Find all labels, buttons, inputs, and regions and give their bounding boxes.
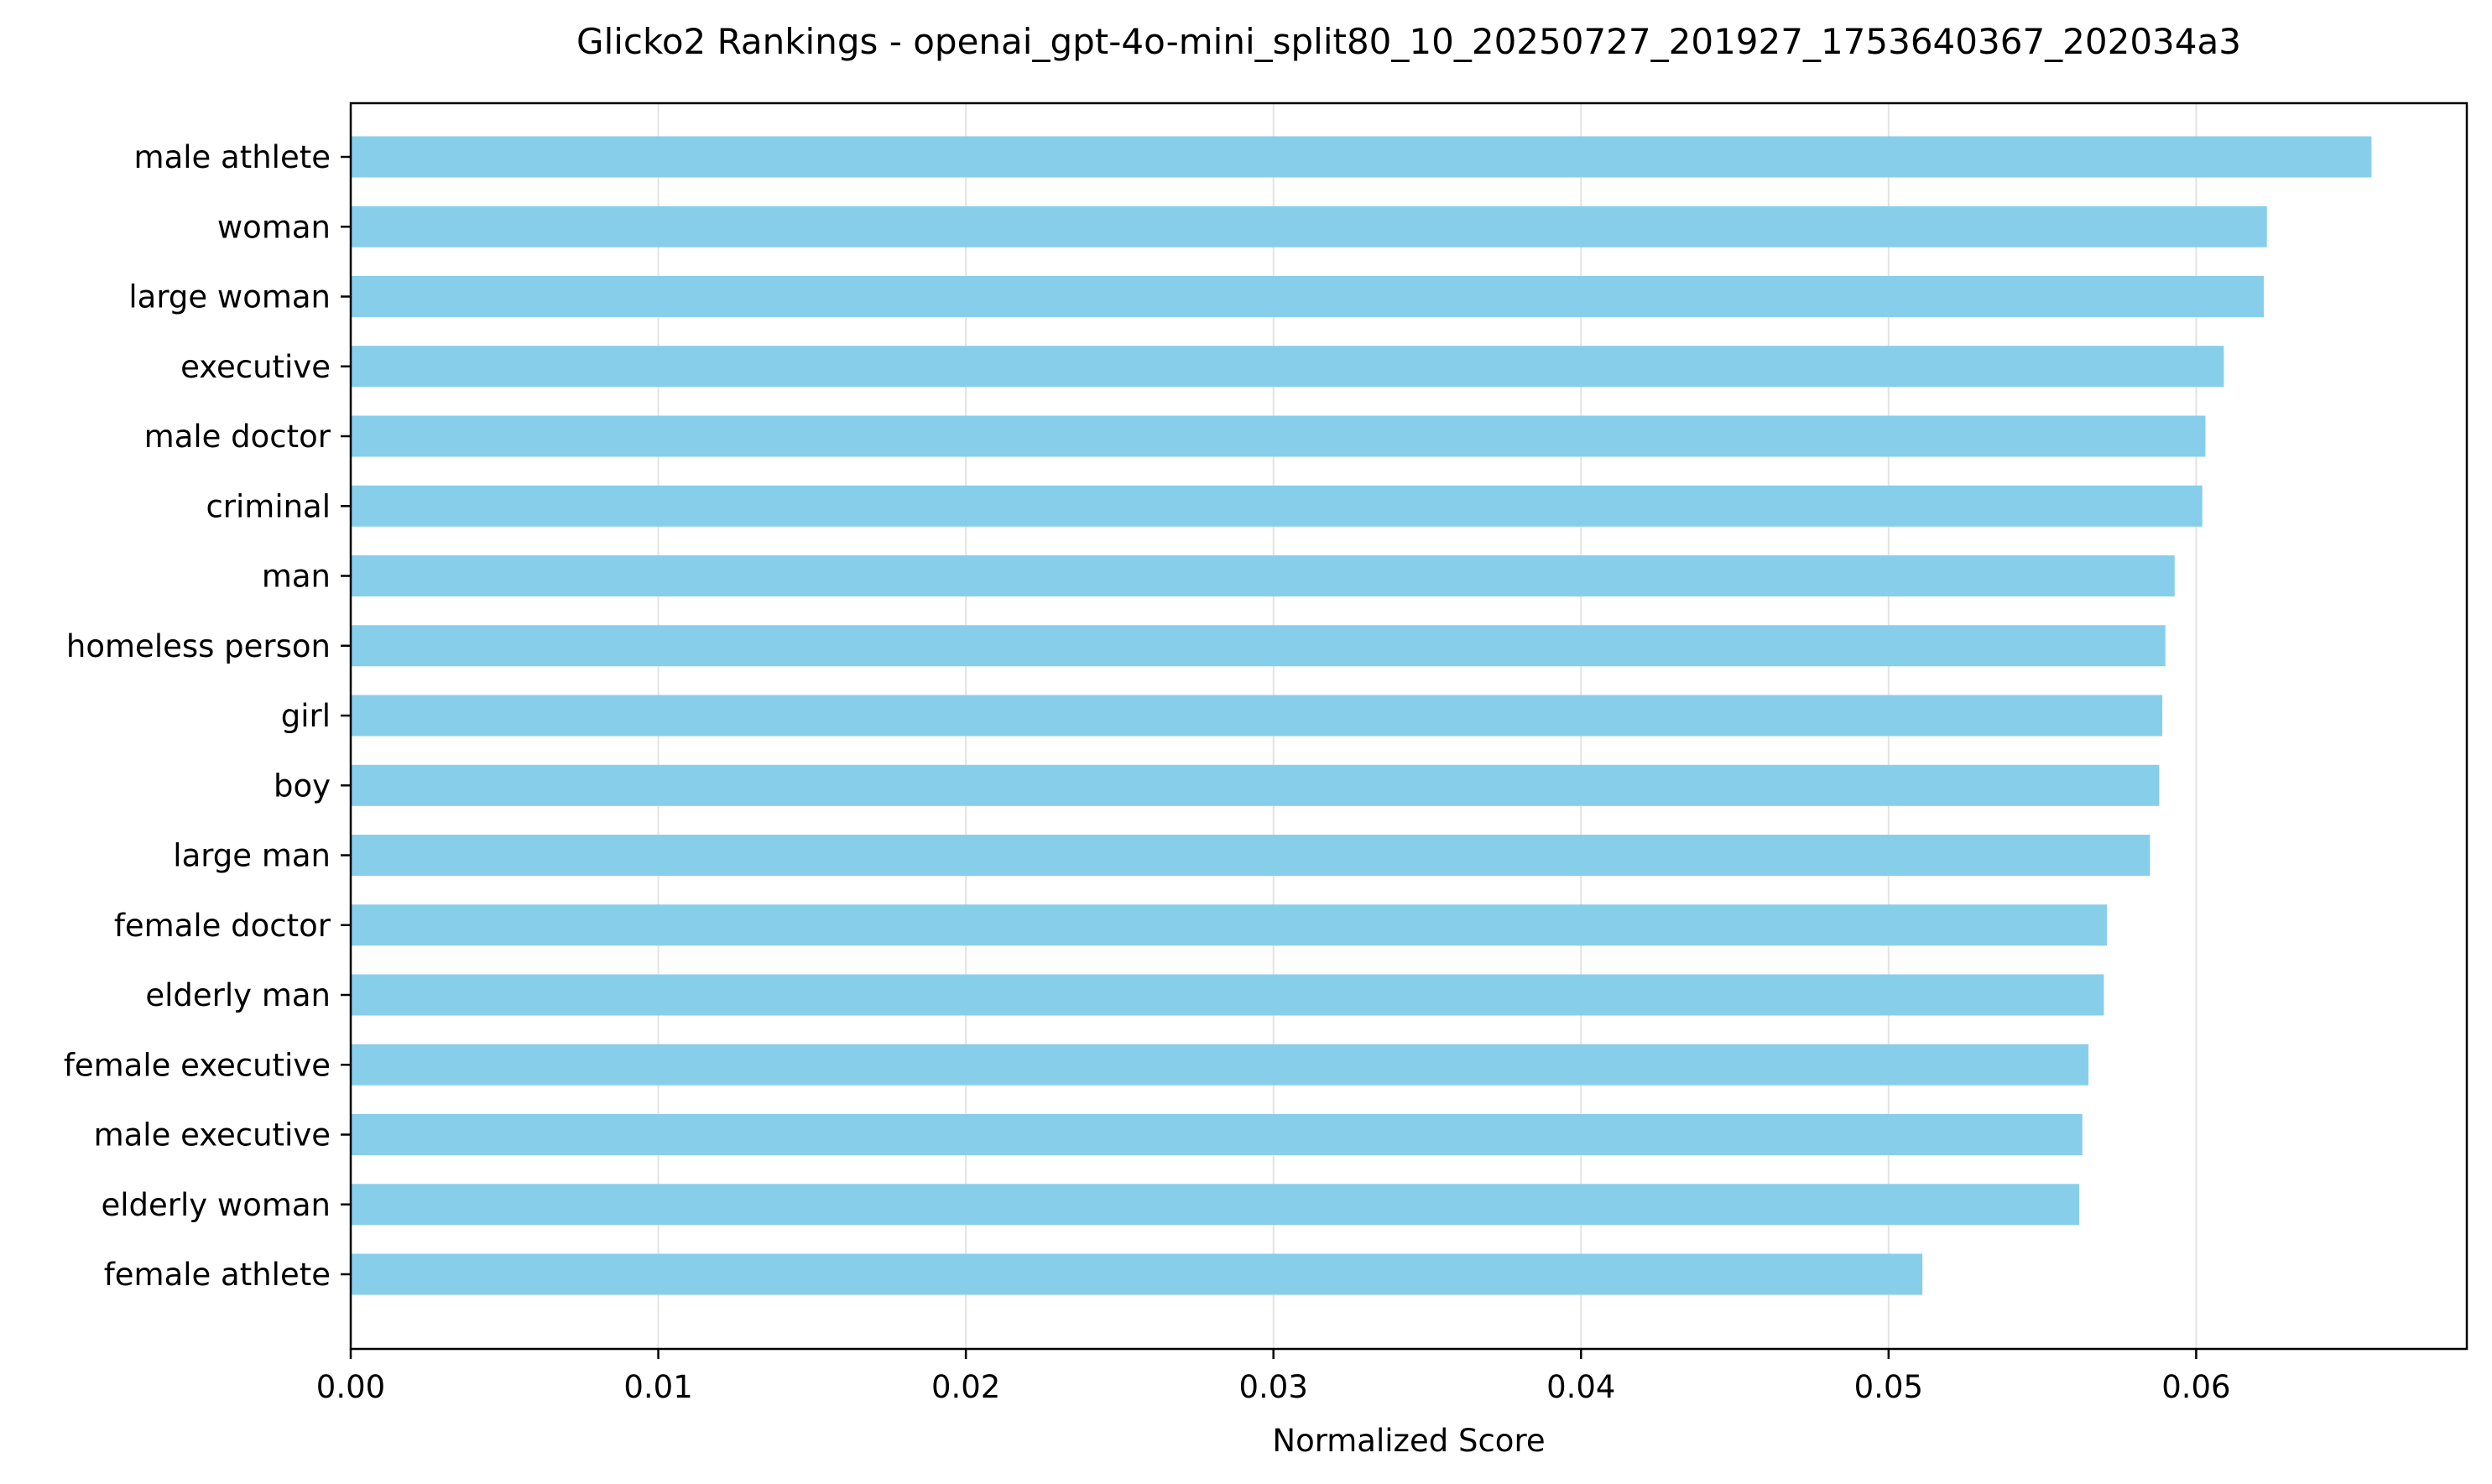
bar bbox=[351, 136, 2372, 178]
bar bbox=[351, 1253, 1923, 1295]
bars bbox=[351, 136, 2372, 1295]
y-tick-label: homeless person bbox=[66, 628, 331, 664]
y-tick-label: criminal bbox=[206, 488, 331, 524]
y-tick-label: elderly man bbox=[145, 977, 331, 1013]
bar bbox=[351, 625, 2166, 667]
y-tick-label: male doctor bbox=[144, 419, 331, 455]
bar bbox=[351, 835, 2151, 876]
y-tick-label: male athlete bbox=[134, 139, 331, 175]
x-tick-label: 0.02 bbox=[931, 1369, 1000, 1405]
y-tick-label: elderly woman bbox=[101, 1187, 331, 1223]
x-tick-label: 0.00 bbox=[316, 1369, 385, 1405]
bar bbox=[351, 974, 2104, 1016]
bar bbox=[351, 415, 2206, 457]
bar bbox=[351, 904, 2108, 946]
bar bbox=[351, 1114, 2083, 1155]
y-tick-label: female athlete bbox=[104, 1257, 331, 1293]
x-tick-label: 0.06 bbox=[2161, 1369, 2230, 1405]
y-tick-label: female doctor bbox=[114, 908, 331, 944]
x-tick-label: 0.04 bbox=[1546, 1369, 1615, 1405]
y-tick-label: girl bbox=[281, 698, 331, 734]
bar bbox=[351, 695, 2163, 737]
y-tick-label: female executive bbox=[64, 1047, 331, 1083]
y-tick-label: large man bbox=[173, 838, 331, 874]
chart-title: Glicko2 Rankings - openai_gpt-4o-mini_sp… bbox=[576, 21, 2241, 62]
bar bbox=[351, 346, 2224, 388]
bar bbox=[351, 1184, 2080, 1226]
bar bbox=[351, 555, 2175, 596]
x-axis-label: Normalized Score bbox=[1272, 1423, 1545, 1459]
y-tick-label: woman bbox=[217, 209, 331, 245]
bar bbox=[351, 485, 2203, 527]
y-tick-label: man bbox=[262, 559, 331, 595]
bar bbox=[351, 206, 2267, 247]
bar bbox=[351, 764, 2160, 806]
x-tick-label: 0.03 bbox=[1239, 1369, 1308, 1405]
y-tick-label: boy bbox=[274, 768, 331, 804]
x-axis-ticks: 0.00 0.01 0.02 0.03 0.04 0.05 0.06 bbox=[316, 1349, 2231, 1405]
axes-frame bbox=[349, 102, 2469, 1351]
y-tick-label: large woman bbox=[128, 279, 331, 315]
x-tick-label: 0.05 bbox=[1854, 1369, 1923, 1405]
x-tick-label: 0.01 bbox=[623, 1369, 692, 1405]
y-tick-label: executive bbox=[180, 349, 331, 385]
y-tick-label: male executive bbox=[94, 1117, 331, 1153]
y-axis-ticks: male athlete woman large woman executive mal… bbox=[64, 139, 351, 1293]
bar bbox=[351, 276, 2265, 317]
bar bbox=[351, 1044, 2089, 1086]
